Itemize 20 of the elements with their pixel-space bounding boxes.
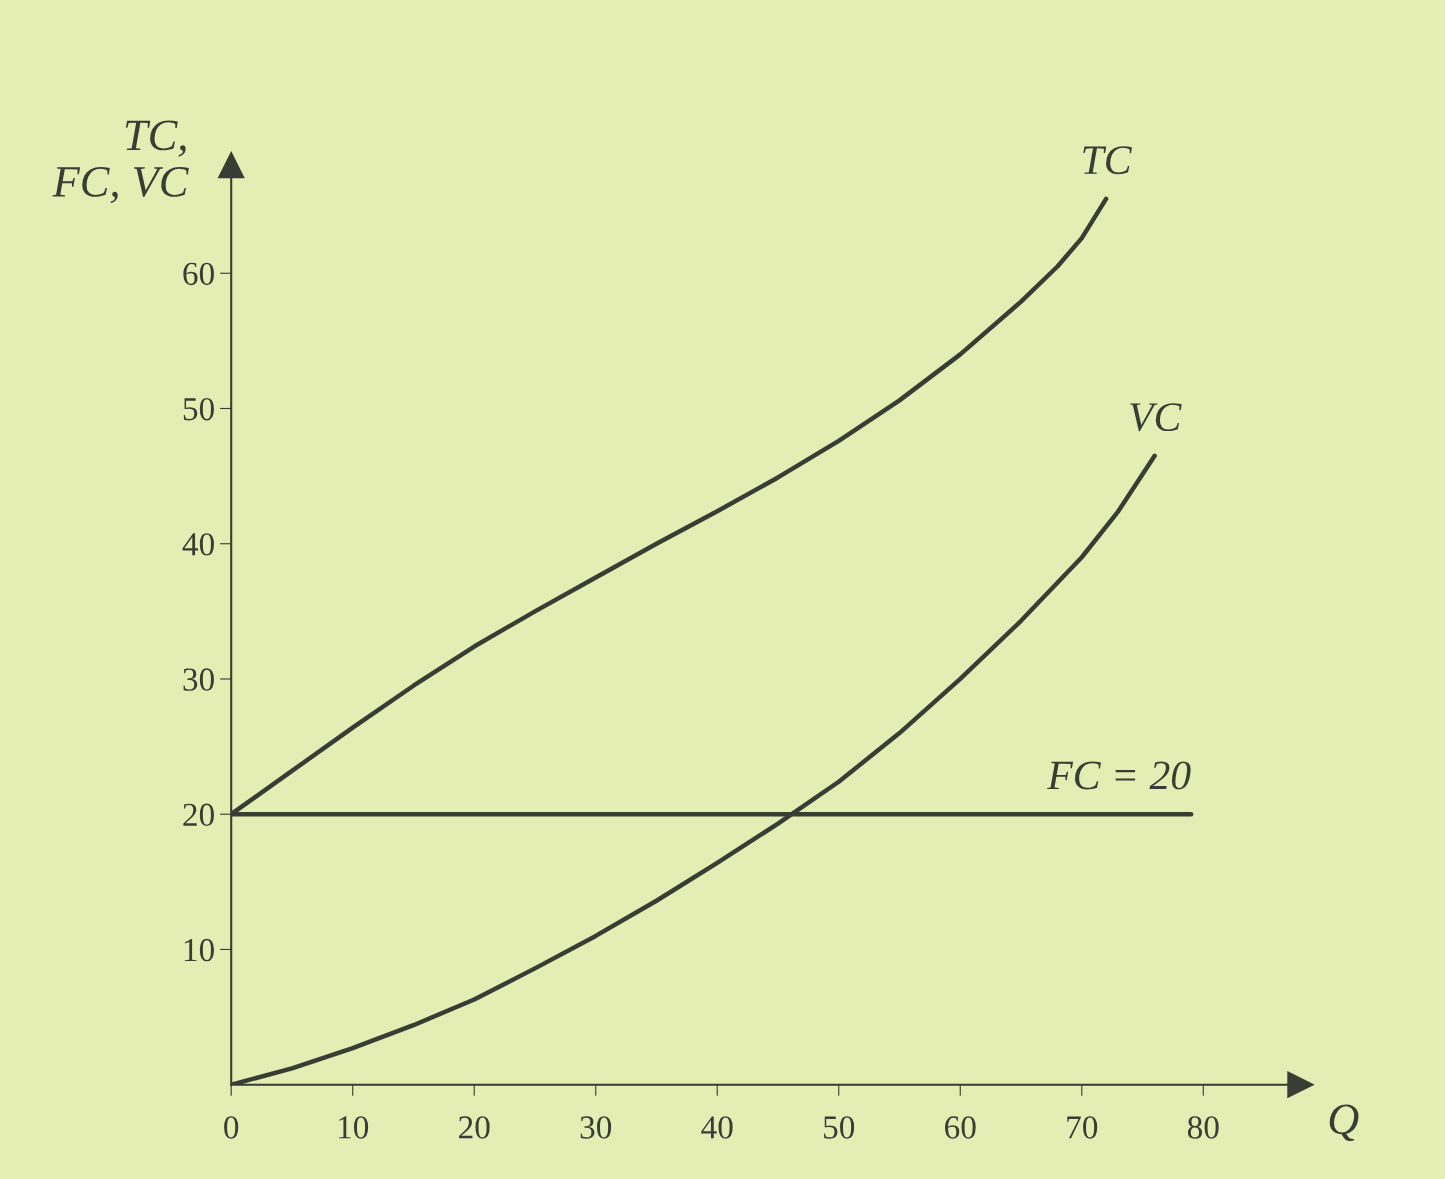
x-tick-label: 10 — [338, 1116, 369, 1139]
y-tick-label: 30 — [183, 668, 214, 691]
y-tick-label: 50 — [183, 397, 214, 421]
series-label: VC — [1130, 403, 1182, 432]
y-tick-label: 20 — [183, 803, 214, 827]
x-tick-label: 50 — [824, 1116, 855, 1139]
y-axis-title: TC, FC, VC — [52, 120, 189, 204]
x-tick-label: 30 — [580, 1116, 612, 1139]
x-tick-label: 0 — [224, 1116, 239, 1139]
y-tick-label: 40 — [182, 533, 214, 556]
series-label: TC — [1083, 146, 1132, 175]
x-tick-label: 80 — [1187, 1116, 1219, 1139]
x-tick-label: 70 — [1067, 1116, 1098, 1139]
x-tick-label: 40 — [701, 1116, 733, 1139]
x-tick-label: 60 — [945, 1116, 976, 1139]
y-tick-label: 10 — [184, 938, 214, 962]
x-tick-label: 20 — [459, 1116, 490, 1139]
y-tick-label: 60 — [183, 262, 214, 286]
x-axis-title: Q — [1329, 1104, 1359, 1142]
series-label: FC = 20 — [1047, 761, 1191, 790]
